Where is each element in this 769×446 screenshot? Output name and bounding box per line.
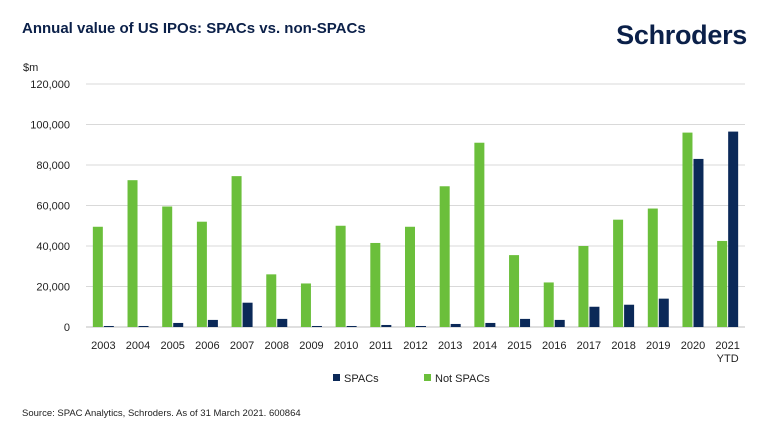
bar-spacs-18 xyxy=(728,131,739,327)
x-tick-label: YTD xyxy=(717,353,739,365)
legend-label-not-spacs: Not SPACs xyxy=(435,373,490,385)
bar-spacs-5 xyxy=(277,318,288,327)
bar-not-spacs-4 xyxy=(231,176,242,327)
x-tick-label: 2009 xyxy=(299,340,323,352)
bar-not-spacs-14 xyxy=(578,246,589,327)
y-unit-label: $m xyxy=(23,62,38,74)
bar-not-spacs-12 xyxy=(509,255,520,327)
bar-spacs-9 xyxy=(416,325,426,327)
bar-not-spacs-1 xyxy=(127,180,138,327)
x-tick-label: 2006 xyxy=(195,340,219,352)
y-tick-label: 40,000 xyxy=(36,241,70,253)
schroders-logo: Schroders xyxy=(616,20,747,50)
legend-swatch-not-spacs xyxy=(424,374,431,381)
y-tick-label: 20,000 xyxy=(36,282,70,294)
bar-spacs-7 xyxy=(346,325,357,327)
x-tick-label: 2004 xyxy=(126,340,150,352)
legend-swatch-spacs xyxy=(333,374,340,381)
bar-not-spacs-8 xyxy=(370,242,381,327)
x-tick-label: 2012 xyxy=(403,340,427,352)
x-tick-label: 2020 xyxy=(681,340,705,352)
y-tick-label: 100,000 xyxy=(30,120,70,132)
bar-spacs-8 xyxy=(381,324,392,327)
source-note: Source: SPAC Analytics, Schroders. As of… xyxy=(22,408,301,419)
x-tick-label: 2015 xyxy=(507,340,531,352)
bar-not-spacs-13 xyxy=(543,282,554,327)
bar-spacs-6 xyxy=(311,325,322,327)
bar-not-spacs-9 xyxy=(405,226,415,327)
x-tick-label: 2010 xyxy=(334,340,358,352)
bar-chart: $m 0 20,000 40,000 60,000 80,000 100,000 120,0… xyxy=(23,62,745,385)
x-tick-label: 2021 xyxy=(715,340,739,352)
bar-spacs-12 xyxy=(520,318,531,327)
x-tick-label: 2013 xyxy=(438,340,462,352)
x-tick-label: 2011 xyxy=(369,340,393,352)
bar-spacs-15 xyxy=(624,304,635,327)
bar-spacs-13 xyxy=(554,319,565,327)
y-tick-label: 0 xyxy=(64,322,70,334)
x-tick-label: 2005 xyxy=(160,340,184,352)
bar-not-spacs-3 xyxy=(196,221,207,327)
x-tick-label: 2014 xyxy=(473,340,497,352)
bar-not-spacs-0 xyxy=(92,226,103,327)
x-tick-label: 2018 xyxy=(611,340,635,352)
legend-label-spacs: SPACs xyxy=(344,373,379,385)
bar-spacs-4 xyxy=(242,302,253,327)
x-tick-label: 2017 xyxy=(577,340,601,352)
y-tick-label: 60,000 xyxy=(36,201,70,213)
x-tick-label: 2007 xyxy=(230,340,254,352)
bar-not-spacs-6 xyxy=(300,283,311,327)
bar-spacs-3 xyxy=(207,319,218,327)
chart-title: Annual value of US IPOs: SPACs vs. non-S… xyxy=(22,20,366,37)
bar-spacs-14 xyxy=(589,306,600,327)
x-tick-label: 2003 xyxy=(91,340,115,352)
bar-not-spacs-2 xyxy=(162,206,173,327)
x-tick-label: 2008 xyxy=(265,340,289,352)
y-tick-label: 80,000 xyxy=(36,160,70,172)
bar-not-spacs-18 xyxy=(717,240,728,327)
bar-not-spacs-17 xyxy=(682,132,693,327)
bar-not-spacs-10 xyxy=(439,186,450,327)
bar-not-spacs-11 xyxy=(474,142,485,327)
x-tick-label: 2016 xyxy=(542,340,566,352)
bar-spacs-10 xyxy=(450,323,461,327)
bar-spacs-2 xyxy=(173,322,184,327)
bar-spacs-11 xyxy=(485,322,496,327)
bar-not-spacs-16 xyxy=(647,208,658,327)
y-tick-label: 120,000 xyxy=(30,79,70,91)
bar-spacs-1 xyxy=(138,325,149,327)
bar-spacs-16 xyxy=(658,298,669,327)
bar-not-spacs-7 xyxy=(335,225,346,327)
bar-spacs-17 xyxy=(693,158,704,327)
x-tick-label: 2019 xyxy=(646,340,670,352)
bar-not-spacs-5 xyxy=(266,274,277,327)
bar-spacs-0 xyxy=(103,325,114,327)
bar-not-spacs-15 xyxy=(613,219,624,327)
